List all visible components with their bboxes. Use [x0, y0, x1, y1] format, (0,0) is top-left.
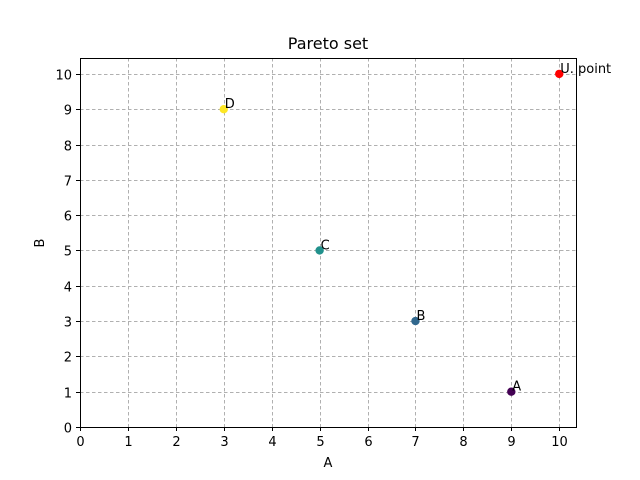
y-tick-label: 4 [64, 281, 72, 296]
data-point [555, 69, 564, 79]
data-point [411, 316, 420, 326]
x-tick-label: 5 [316, 435, 324, 450]
x-tick-label: 8 [459, 435, 467, 450]
points-layer [219, 69, 564, 396]
x-tick-label: 1 [124, 435, 132, 450]
data-point [315, 246, 324, 255]
y-tick-label: 1 [64, 387, 72, 402]
x-tick-label: 10 [551, 435, 568, 450]
plot-frame [80, 58, 577, 428]
grid-layer [80, 58, 576, 428]
y-tick-label: 6 [64, 210, 72, 225]
x-tick-label: 4 [268, 435, 276, 450]
x-tick-label: 7 [411, 435, 419, 450]
x-axis-label: A [324, 456, 333, 471]
y-tick-label: 10 [55, 69, 72, 84]
chart-title: Pareto set [288, 34, 368, 53]
x-tick-label: 3 [220, 435, 228, 450]
point-label: D [225, 97, 235, 112]
x-tick-label: 2 [172, 435, 180, 450]
y-tick-label: 9 [64, 104, 72, 119]
x-tick-label: 9 [507, 435, 515, 450]
point-label: U. point [560, 62, 611, 77]
y-tick-label: 7 [64, 175, 72, 190]
x-tick-label: 0 [76, 435, 84, 450]
labels-layer: A B C D U. point [225, 62, 611, 395]
axes-layer: 0 1 2 3 4 5 6 7 8 9 10 0 1 2 3 4 5 6 7 8 9 10 [55, 58, 577, 450]
y-tick-label: 3 [64, 316, 72, 331]
x-tick-label: 6 [364, 435, 372, 450]
point-label: A [512, 380, 521, 395]
y-axis-label: B [33, 239, 48, 248]
y-tick-label: 5 [64, 245, 72, 260]
point-label: B [416, 309, 425, 324]
y-tick-label: 8 [64, 140, 72, 155]
data-point [507, 387, 516, 396]
data-point [219, 105, 228, 114]
point-label: C [321, 238, 330, 253]
y-tick-label: 2 [64, 351, 72, 366]
y-tick-label: 0 [64, 422, 72, 437]
